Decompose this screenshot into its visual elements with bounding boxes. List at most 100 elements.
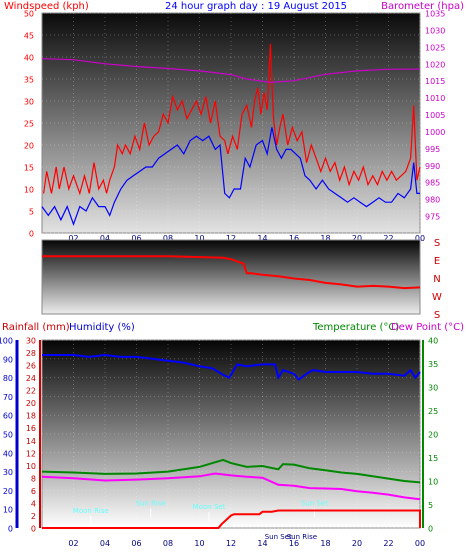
windspeed-axis-ticks: 0 5 10 15 20 25 30 35 40 45 50: [24, 10, 34, 239]
barometer-tick-label: 1025: [425, 43, 445, 52]
temperature-tick-label: 40: [428, 337, 438, 346]
astronomy-marker-label: Sun Rise: [136, 499, 166, 507]
rain-tick-label: 10: [26, 462, 36, 471]
wind-series: [41, 43, 421, 226]
wind-right-axis-label: Barometer (hpa): [381, 1, 464, 12]
rain-tick-label: 6: [31, 487, 36, 496]
rain-tick-label: 30: [26, 337, 36, 346]
barometer-tick-label: 1030: [425, 26, 445, 35]
x-tick-label: 00: [415, 234, 425, 243]
barometer-tick-label: 1015: [425, 77, 445, 86]
x-tick-label: 12: [226, 234, 236, 243]
x-tick-label: 02: [68, 234, 78, 243]
rain-tick-label: 20: [26, 399, 36, 408]
windspeed-tick-label: 5: [29, 208, 34, 217]
wind-title: 24 hour graph day : 19 August 2015: [165, 1, 347, 12]
x-tick-label: 20: [352, 539, 362, 548]
x-tick-label: 10: [194, 234, 204, 243]
humidity-tick-label: 100: [0, 337, 13, 346]
astronomy-marker-label: Moon Set: [193, 503, 226, 511]
x-tick-label: 06: [131, 539, 141, 548]
rain-tick-label: 26: [26, 362, 36, 371]
x-tick-label: 22: [383, 539, 393, 548]
barometer-tick-label: 1035: [425, 10, 445, 19]
temperature-tick-label: 0: [428, 525, 433, 534]
x-tick-label: 12: [226, 539, 236, 548]
wind-left-axis-label: Windspeed (kph): [4, 1, 89, 12]
x-tick-label: 08: [163, 234, 173, 243]
x-tick-label: 22: [383, 234, 393, 243]
x-tick-label: 20: [352, 234, 362, 243]
barometer-tick-label: 1005: [425, 111, 445, 120]
x-tick-label: 18: [320, 234, 330, 243]
x-tick-label: 18: [320, 539, 330, 548]
rain-tick-label: 8: [31, 474, 36, 483]
dewpoint-axis-label: Dew Point (°C): [391, 322, 464, 333]
humidity-tick-label: 30: [3, 468, 13, 477]
wind-plot-area: [41, 12, 421, 234]
rain-tick-label: 14: [26, 437, 36, 446]
barometer-tick-label: 990: [425, 162, 440, 171]
direction-label: W: [432, 292, 442, 303]
sun-time-label: Sun Set: [265, 533, 292, 541]
rain-tick-label: 18: [26, 412, 36, 421]
series-line: [42, 509, 421, 529]
humidity-tick-label: 80: [3, 374, 13, 383]
humidity-tick-label: 70: [3, 393, 13, 402]
windspeed-tick-label: 35: [24, 76, 34, 85]
direction-plot-area: [41, 239, 421, 315]
temperature-tick-label: 10: [428, 478, 438, 487]
x-tick-label: 04: [100, 234, 110, 243]
windspeed-tick-label: 10: [24, 186, 34, 195]
x-tick-label: 14: [257, 539, 267, 548]
temp-grid: [42, 339, 421, 529]
windspeed-tick-label: 25: [24, 120, 34, 129]
series-line: [41, 458, 421, 484]
windspeed-tick-label: 45: [24, 32, 34, 41]
rain-tick-label: 28: [26, 349, 36, 358]
barometer-tick-label: 985: [425, 179, 440, 188]
direction-series: [42, 255, 421, 290]
direction-label: S: [434, 238, 440, 249]
temperature-tick-label: 15: [428, 454, 438, 463]
x-tick-label: 00: [415, 539, 425, 548]
sun-time-label: Sun Rise: [287, 533, 317, 541]
x-tick-label: 16: [289, 539, 299, 548]
humidity-tick-label: 10: [3, 506, 13, 515]
rain-tick-label: 22: [26, 387, 36, 396]
temp-series: [41, 353, 421, 529]
direction-label: N: [433, 274, 440, 285]
barometer-tick-label: 1000: [425, 128, 445, 137]
windspeed-tick-label: 40: [24, 54, 34, 63]
x-tick-label: 08: [163, 539, 173, 548]
windspeed-tick-label: 30: [24, 98, 34, 107]
rain-tick-label: 24: [26, 374, 36, 383]
temperature-tick-label: 30: [428, 384, 438, 393]
temperature-axis-label: Temperature (°C): [312, 322, 399, 333]
rain-tick-label: 16: [26, 424, 36, 433]
humidity-tick-label: 50: [3, 431, 13, 440]
x-tick-label: 06: [131, 234, 141, 243]
barometer-tick-label: 980: [425, 196, 440, 205]
x-tick-label: 14: [257, 234, 267, 243]
humidity-tick-label: 90: [3, 355, 13, 364]
humidity-axis-ticks: 0 10 20 30 40 50 60 70 80 90 100: [0, 337, 13, 534]
series-line: [43, 43, 421, 196]
series-line: [41, 58, 420, 84]
series-line: [41, 472, 421, 501]
humidity-tick-label: 0: [8, 525, 13, 534]
humidity-axis-label: Humidity (%): [69, 322, 135, 333]
rain-tick-label: 12: [26, 449, 36, 458]
windspeed-tick-label: 15: [24, 164, 34, 173]
x-tick-label: 02: [68, 539, 78, 548]
humidity-tick-label: 20: [3, 487, 13, 496]
temperature-tick-label: 20: [428, 431, 438, 440]
barometer-axis-ticks: 975 980 985 990 995 1000 1005 1010 1015 1020 1025 1…: [425, 10, 445, 222]
temperature-tick-label: 35: [428, 360, 438, 369]
windspeed-tick-label: 20: [24, 142, 34, 151]
x-tick-label: 10: [194, 539, 204, 548]
